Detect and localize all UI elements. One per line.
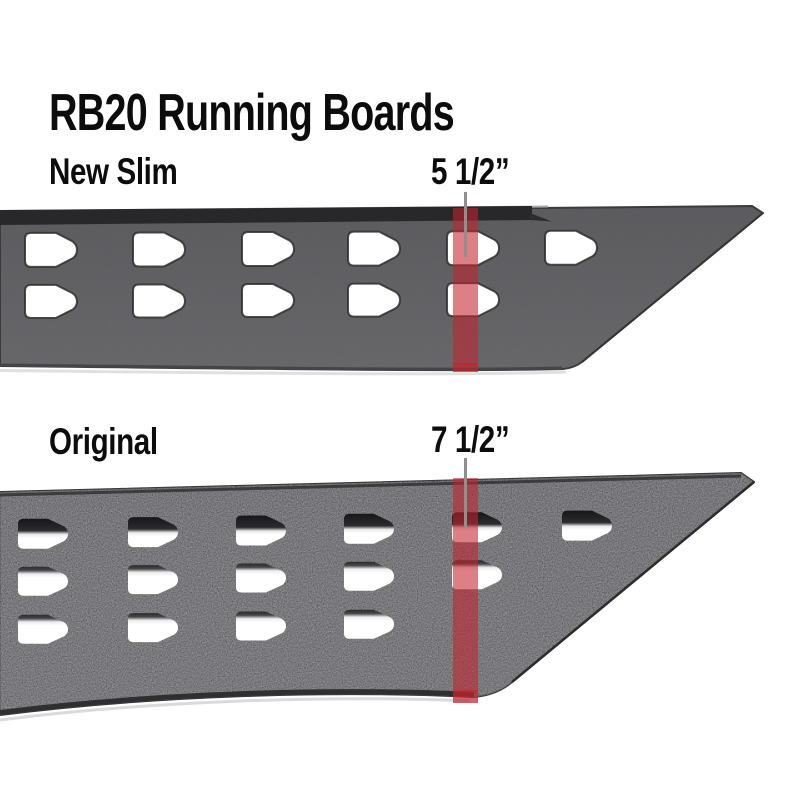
measurement-pointer-line-new-slim bbox=[464, 192, 467, 257]
measurement-band-end bbox=[453, 690, 478, 703]
bottom-edge-line bbox=[0, 689, 475, 715]
measurement-label-original: 7 1/2” bbox=[431, 419, 510, 460]
board-texture-light bbox=[0, 473, 754, 715]
top-edge-line bbox=[0, 474, 742, 497]
measurement-pointer-line-original bbox=[464, 458, 467, 528]
step-rail bbox=[0, 206, 532, 225]
board-label-new-slim: New Slim bbox=[49, 151, 178, 192]
measurement-band-end bbox=[453, 363, 478, 372]
bottom-edge-line bbox=[0, 363, 563, 371]
board-graphic-original bbox=[0, 472, 755, 722]
page-title: RB20 Running Boards bbox=[49, 83, 455, 142]
board-label-original: Original bbox=[49, 421, 158, 462]
measurement-label-new-slim: 5 1/2” bbox=[431, 151, 510, 192]
taper-edge-line bbox=[581, 212, 764, 363]
bottom-shadow-line bbox=[0, 369, 567, 376]
step-rail-tip bbox=[530, 213, 552, 222]
board-graphic-new-slim bbox=[0, 205, 764, 376]
bottom-shadow-line bbox=[0, 697, 471, 722]
taper-edge-line bbox=[511, 481, 755, 683]
